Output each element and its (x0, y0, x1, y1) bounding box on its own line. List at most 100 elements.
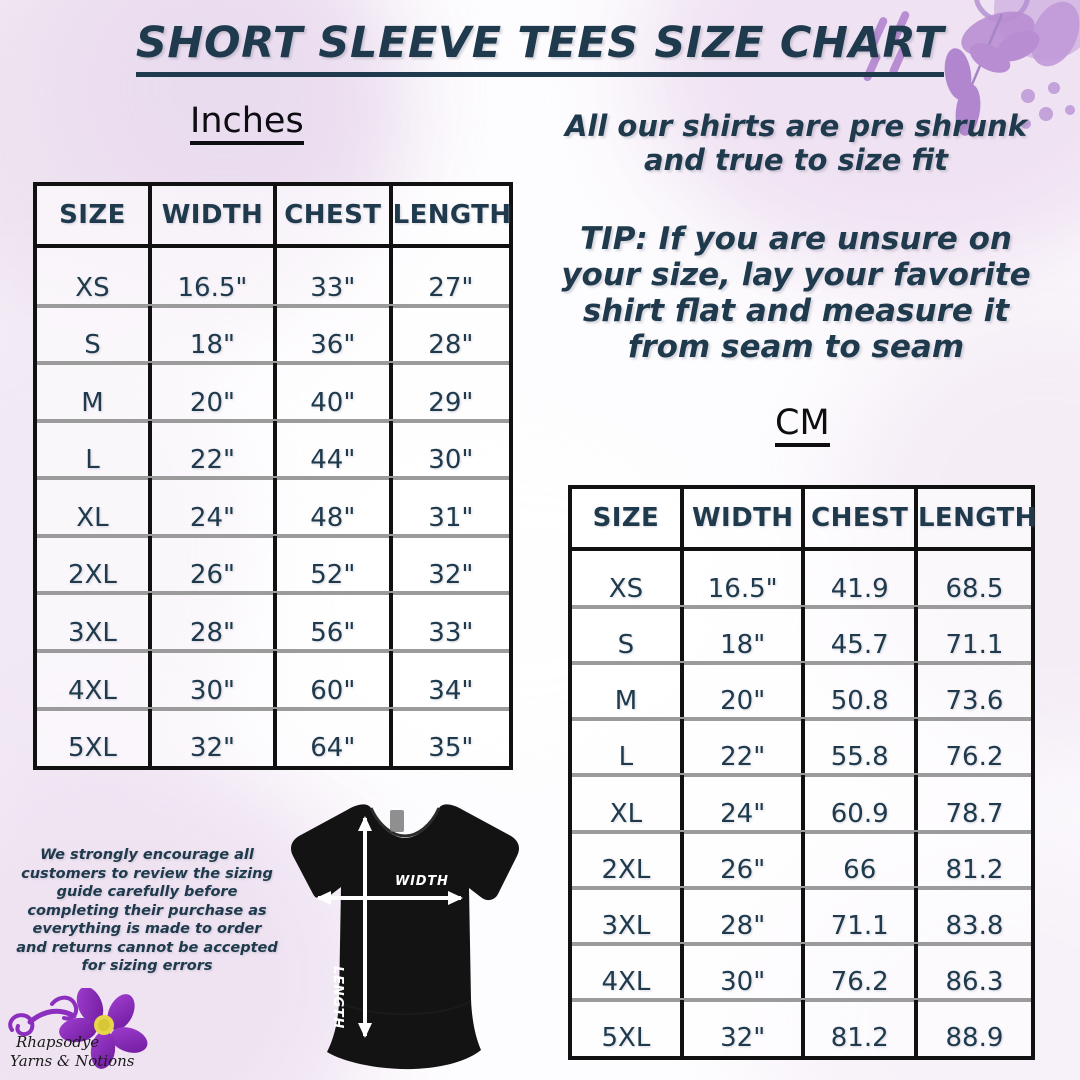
cell-length: 27" (388, 248, 509, 306)
table-row: S 18" 45.7 71.1 (572, 607, 1031, 666)
cell-chest: 50.8 (801, 663, 913, 720)
page-title: SHORT SLEEVE TEES SIZE CHART (0, 18, 1080, 77)
table-row: 4XL 30" 76.2 86.3 (572, 943, 1031, 1002)
cell-length: 71.1 (913, 607, 1031, 664)
cell-width: 16.5" (147, 248, 273, 306)
cell-length: 78.7 (913, 775, 1031, 832)
cell-width: 24" (679, 775, 802, 832)
table-row: XS 16.5" 41.9 68.5 (572, 551, 1031, 610)
promo-tip-text: TIP: If you are unsure on your size, lay… (561, 221, 1031, 365)
cell-chest: 76.2 (801, 943, 913, 1000)
flower-logo-icon (8, 988, 148, 1069)
cell-length: 35" (388, 708, 509, 767)
table-header-row: SIZE WIDTH CHEST LENGTH (37, 186, 511, 248)
cell-width: 32" (147, 708, 273, 767)
cell-length: 30" (388, 420, 509, 479)
cell-width: 18" (147, 305, 273, 364)
table-row: 5XL 32" 64" 35" (37, 708, 509, 767)
cell-size: 5XL (68, 733, 117, 764)
cell-size: 2XL (68, 560, 117, 591)
cell-width: 22" (147, 420, 273, 479)
tshirt-width-label: WIDTH (395, 874, 449, 889)
cell-width: 26" (147, 535, 273, 594)
table-row: XL 24" 48" 31" (37, 478, 509, 538)
promo-pre-shrunk-text: All our shirts are pre shrunk and true t… (564, 109, 1027, 177)
inches-size-table: SIZE WIDTH CHEST LENGTH XS 16.5" 33" 27"… (33, 182, 513, 770)
cell-width: 30" (147, 650, 273, 709)
cell-width: 32" (679, 999, 802, 1056)
table-header-row: SIZE WIDTH CHEST LENGTH (572, 489, 1036, 551)
cell-size: XL (609, 798, 643, 829)
cell-length: 76.2 (913, 719, 1031, 776)
cell-size: 2XL (601, 854, 651, 885)
cell-chest: 41.9 (801, 551, 913, 608)
cell-length: 86.3 (913, 943, 1031, 1000)
cell-size: 3XL (601, 910, 651, 941)
cell-width: 28" (147, 593, 273, 651)
cell-chest: 56" (272, 593, 389, 651)
cell-size: M (81, 387, 104, 418)
cell-width: 30" (679, 943, 802, 1000)
cell-size: 5XL (601, 1022, 651, 1053)
cell-width: 18" (679, 607, 802, 664)
table-row: L 22" 44" 30" (37, 420, 509, 481)
cell-width: 20" (147, 363, 273, 421)
cell-length: 33" (388, 593, 509, 651)
column-header-length: LENGTH (913, 489, 1037, 547)
cell-length: 31" (388, 478, 509, 536)
table-row: 3XL 28" 71.1 83.8 (572, 887, 1031, 946)
cell-chest: 60.9 (801, 775, 913, 832)
cell-chest: 71.1 (801, 887, 913, 944)
table-row: 2XL 26" 52" 32" (37, 535, 509, 596)
cell-chest: 48" (272, 478, 389, 536)
cell-chest: 64" (272, 708, 389, 767)
brand-logo: Rhapsodye Yarns & Notions (4, 988, 180, 1080)
cell-length: 73.6 (913, 663, 1031, 720)
cell-width: 26" (679, 831, 802, 888)
cell-width: 28" (679, 887, 802, 944)
cell-size: XS (75, 272, 110, 303)
cell-size: M (614, 686, 638, 717)
table-row: XL 24" 60.9 78.7 (572, 775, 1031, 834)
cell-chest: 66 (801, 831, 913, 888)
cell-width: 20" (679, 663, 802, 720)
cell-chest: 55.8 (801, 719, 913, 776)
cell-chest: 33" (272, 248, 389, 306)
cell-size: L (618, 742, 634, 773)
page-title-text: SHORT SLEEVE TEES SIZE CHART (135, 18, 945, 77)
cell-size: L (85, 445, 100, 476)
cell-length: 83.8 (913, 887, 1031, 944)
logo-line-2: Yarns & Notions (10, 1052, 135, 1070)
cell-chest: 45.7 (801, 607, 913, 664)
cell-chest: 40" (272, 363, 389, 421)
table-row: XS 16.5" 33" 27" (37, 248, 509, 308)
column-header-size: SIZE (59, 200, 126, 230)
cell-width: 16.5" (679, 551, 802, 608)
cell-chest: 60" (272, 650, 389, 709)
inches-heading: Inches (190, 103, 304, 145)
cell-size: S (84, 330, 101, 361)
sizing-disclaimer-text: We strongly encourage all customers to r… (16, 847, 278, 975)
cell-size: XL (76, 502, 109, 533)
tshirt-length-label: LENGTH (330, 966, 345, 1030)
cell-length: 29" (388, 363, 509, 421)
cell-chest: 36" (272, 305, 389, 364)
cell-size: 4XL (68, 675, 117, 706)
cell-size: 3XL (68, 617, 117, 648)
table-row: S 18" 36" 28" (37, 305, 509, 366)
column-header-width: WIDTH (147, 186, 273, 244)
table-row: L 22" 55.8 76.2 (572, 719, 1031, 778)
cell-length: 81.2 (913, 831, 1031, 888)
cell-length: 28" (388, 305, 509, 364)
cell-chest: 52" (272, 535, 389, 594)
column-header-chest: CHEST (801, 489, 913, 547)
tshirt-illustration: WIDTH LENGTH (283, 788, 529, 1080)
cell-length: 88.9 (913, 999, 1031, 1056)
table-row: M 20" 50.8 73.6 (572, 663, 1031, 722)
table-row: 2XL 26" 66 81.2 (572, 831, 1031, 890)
table-row: 5XL 32" 81.2 88.9 (572, 999, 1031, 1056)
cell-chest: 81.2 (801, 999, 913, 1056)
table-row: M 20" 40" 29" (37, 363, 509, 423)
tshirt-icon (291, 804, 519, 1070)
